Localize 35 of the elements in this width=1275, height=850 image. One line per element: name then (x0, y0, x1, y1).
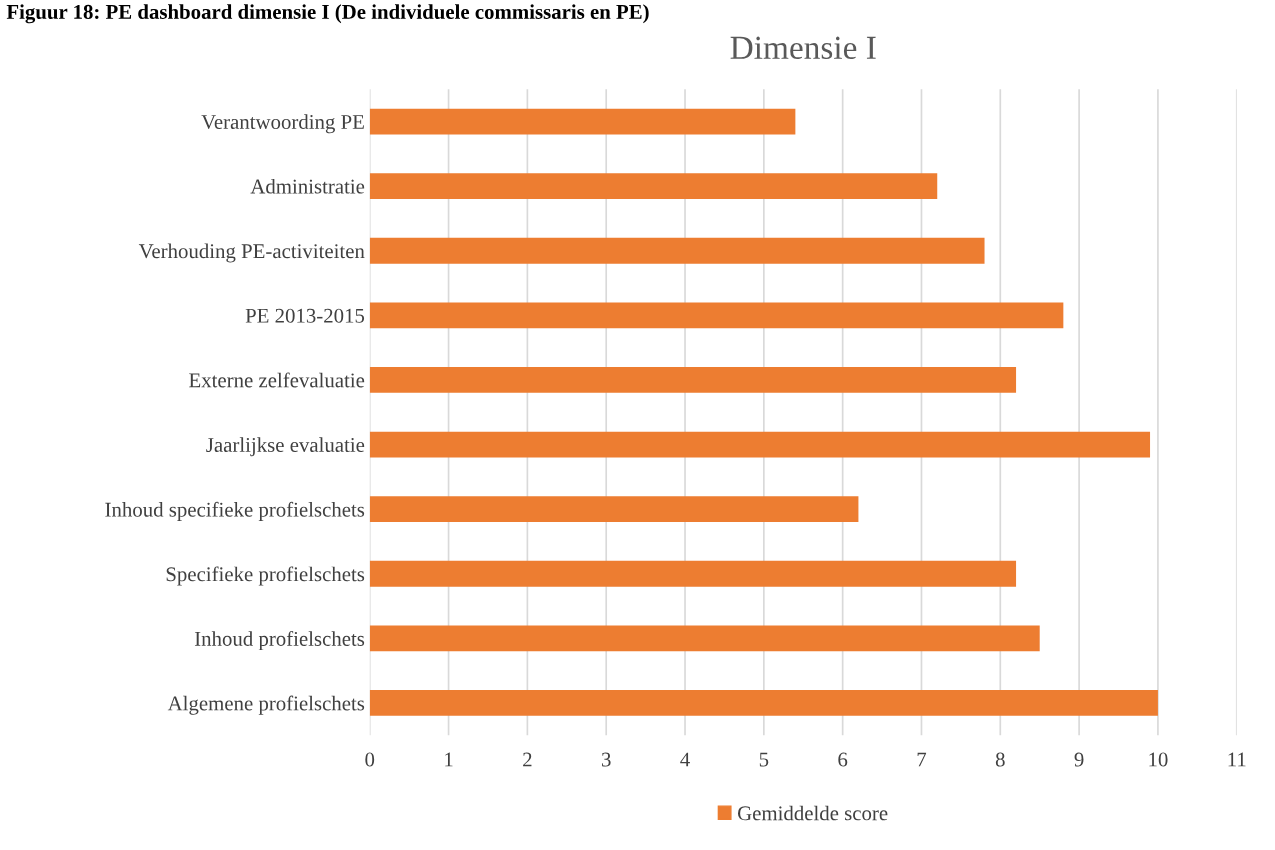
y-tick-label: Verhouding PE-activiteiten (138, 243, 365, 263)
x-tick-label: 4 (680, 752, 690, 767)
bar (369, 108, 796, 135)
x-tick-label: 11 (1228, 752, 1246, 767)
bar (369, 560, 1017, 587)
chart-title: Dimensie I (730, 36, 876, 60)
text: Figuur 18: PE dashboard dimensie I (De individuele commissaris en PE) (6, 4, 649, 24)
bar (369, 690, 1158, 716)
y-tick-label: Verantwoording PE (201, 114, 364, 134)
y-tick-label: Externe zelfevaluatie (189, 372, 365, 388)
bar (369, 496, 859, 523)
y-tick-label: Administratie (250, 178, 365, 194)
y-tick-label: PE 2013-2015 (245, 308, 365, 323)
y-tick-label: Inhoud specifieke profielschets (105, 501, 365, 521)
y-tick-label: Specifieke profielschets (166, 566, 365, 586)
bar (369, 173, 938, 200)
x-tick-label: 7 (917, 752, 927, 767)
bar (369, 302, 1064, 329)
x-tick-label: 6 (838, 752, 848, 767)
bar (369, 625, 1040, 652)
x-tick-label: 3 (601, 752, 611, 767)
bar (369, 431, 1151, 458)
x-tick-label: 9 (1074, 752, 1084, 767)
x-tick-label: 8 (995, 752, 1005, 767)
bar (369, 237, 985, 264)
x-tick-label: 1 (445, 752, 453, 767)
y-tick-label: Inhoud profielschets (194, 631, 365, 651)
bar (369, 367, 1017, 393)
y-tick-label: Jaarlijkse evaluatie (206, 437, 365, 457)
x-tick-label: 5 (759, 752, 769, 767)
legend-label: Gemiddelde score (737, 805, 888, 821)
x-tick-label: 10 (1149, 752, 1168, 767)
y-tick-label: Algemene profielschets (167, 695, 365, 715)
x-tick-label: 0 (365, 752, 375, 767)
x-tick-label: 2 (523, 752, 532, 767)
